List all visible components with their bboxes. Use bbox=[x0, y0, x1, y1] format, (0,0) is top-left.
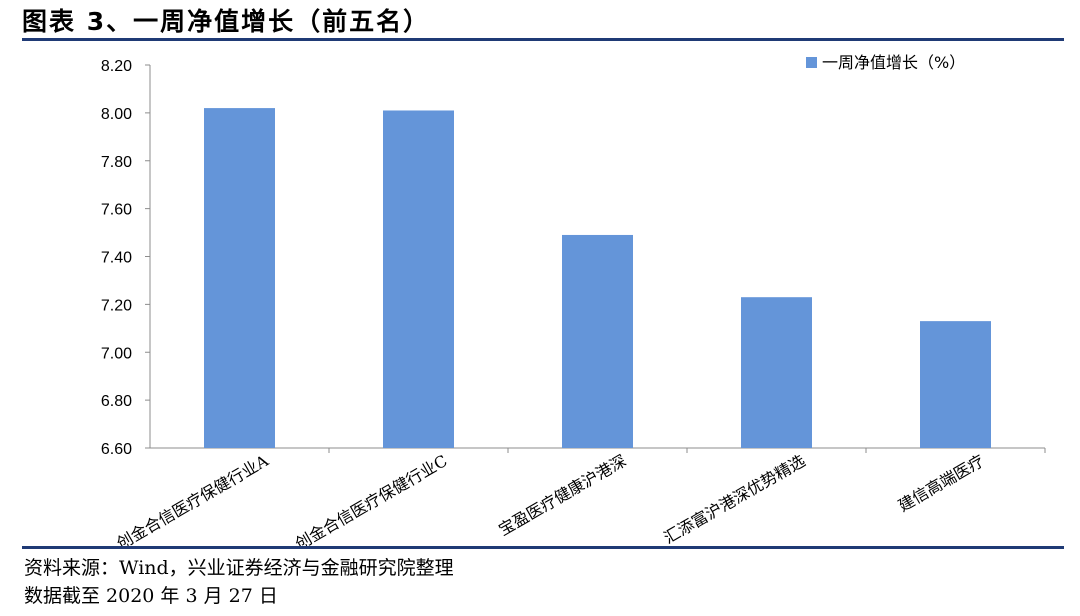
y-tick-label: 6.80 bbox=[101, 393, 132, 410]
y-tick-label: 7.40 bbox=[101, 250, 132, 267]
y-tick-label: 6.60 bbox=[101, 441, 132, 458]
bar bbox=[383, 110, 454, 448]
category-label: 汇添富沪港深优势精选 bbox=[660, 451, 808, 546]
y-tick-label: 8.20 bbox=[101, 58, 132, 75]
data-date-line: 数据截至 2020 年 3 月 27 日 bbox=[24, 585, 278, 607]
bar bbox=[562, 234, 633, 448]
figure-title: 图表 3、一周净值增长（前五名） bbox=[22, 7, 431, 36]
bottom-rule bbox=[22, 546, 1064, 549]
category-label: 建信高端医疗 bbox=[895, 451, 988, 515]
bar bbox=[741, 297, 812, 448]
legend-label: 一周净值增长（%） bbox=[822, 53, 965, 72]
chart-area: 8.20 8.00 7.80 7.60 7.40 7.20 7.00 6.80 6.60 创金合信… bbox=[0, 40, 1080, 554]
y-tick-label: 7.00 bbox=[101, 345, 132, 362]
source-note: 资料来源：Wind，兴业证券经济与金融研究院整理 数据截至 2020 年 3 月… bbox=[24, 554, 454, 610]
y-tick-label: 7.80 bbox=[101, 154, 132, 171]
bar bbox=[920, 321, 991, 448]
category-label: 创金合信医疗保健行业C bbox=[292, 451, 451, 546]
top-rule bbox=[22, 38, 1064, 41]
category-label: 创金合信医疗保健行业A bbox=[113, 451, 271, 546]
y-tick-label: 7.60 bbox=[101, 202, 132, 219]
category-label: 宝盈医疗健康沪港深 bbox=[495, 451, 629, 539]
bar bbox=[204, 108, 275, 449]
y-tick-label: 7.20 bbox=[101, 297, 132, 314]
bar-chart: 8.208.007.807.607.407.207.006.806.60创金合信… bbox=[101, 53, 1046, 554]
legend-swatch bbox=[806, 57, 817, 68]
source-line: 资料来源：Wind，兴业证券经济与金融研究院整理 bbox=[24, 557, 454, 579]
y-tick-label: 8.00 bbox=[101, 106, 132, 123]
